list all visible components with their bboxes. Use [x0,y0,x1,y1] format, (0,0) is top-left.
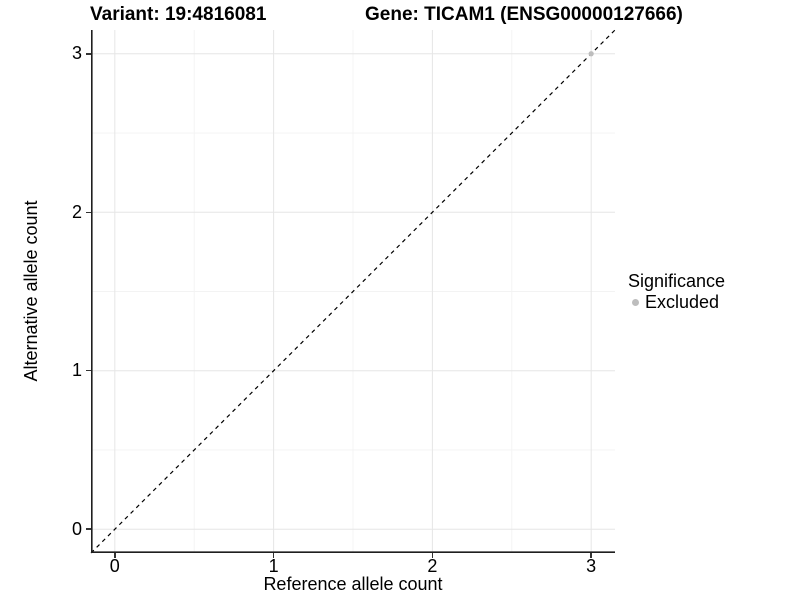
excluded-point-swatch [632,298,639,306]
x-tick-mark [590,553,592,558]
y-tick-mark [86,528,91,530]
legend-entry-label: Excluded [645,292,720,312]
plot-canvas [90,29,616,554]
x-tick-mark [431,553,434,558]
x-tick-mark [272,553,275,558]
x-tick-label: 0 [109,556,120,576]
y-tick-label: 1 [71,360,82,381]
y-tick-label: 0 [71,518,82,539]
plot-panel [90,29,616,554]
x-tick-mark [114,553,116,558]
y-tick-mark [86,53,91,55]
y-axis-title: Alternative allele count [21,200,41,382]
y-tick-label: 2 [71,201,82,222]
legend-title: Significance [628,271,726,291]
plot-title-gene: Gene: TICAM1 (ENSG00000127666) [365,4,683,25]
plot-title-variant: Variant: 19:4816081 [90,4,267,25]
y-tick-mark [86,369,91,372]
x-tick-label: 2 [427,556,438,576]
x-tick-label: 1 [268,556,279,576]
y-tick-label: 3 [71,43,82,64]
legend-entry-excluded: Excluded [628,292,725,312]
legend: Significance Excluded [628,270,725,312]
x-axis-title: Reference allele count [263,574,443,594]
identity-dashed-line [90,29,616,554]
y-tick-mark [86,211,91,213]
data-point-excluded [588,51,594,57]
x-tick-label: 3 [586,556,597,576]
